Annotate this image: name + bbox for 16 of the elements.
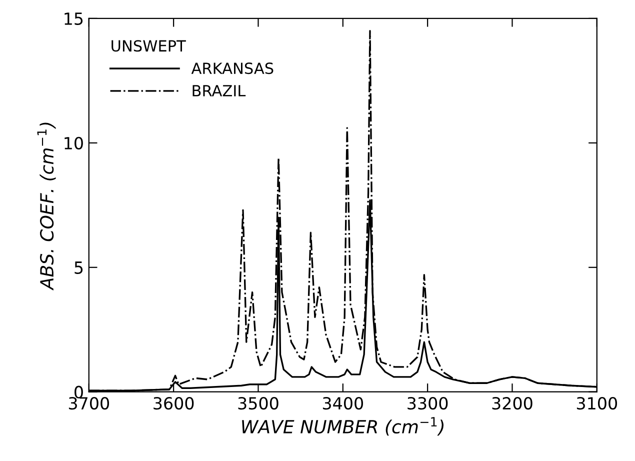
y-tick-label: 10 — [64, 136, 83, 150]
x-tick-label: 3600 — [154, 397, 194, 410]
y-tick-label: 0 — [74, 386, 83, 398]
x-tick-label: 3100 — [576, 397, 617, 410]
legend-title: UNSWEPT — [112, 40, 186, 52]
x-tick-label: 3500 — [238, 397, 278, 410]
x-tick-label: 3700 — [68, 397, 109, 410]
legend-label: BRAZIL — [192, 85, 246, 96]
x-tick-label: 3300 — [408, 397, 448, 410]
legend-label: ARKANSAS — [191, 62, 274, 74]
x-axis-title: WAVE NUMBER (cm$^{−1}$) — [242, 417, 444, 436]
y-tick-label: 5 — [74, 262, 83, 274]
x-tick-label: 3200 — [492, 397, 532, 410]
y-axis-title: ABS. COEF. (cm$^{−1}$) — [37, 122, 56, 291]
y-tick-label: 15 — [64, 12, 83, 26]
x-tick-label: 3400 — [322, 397, 363, 410]
